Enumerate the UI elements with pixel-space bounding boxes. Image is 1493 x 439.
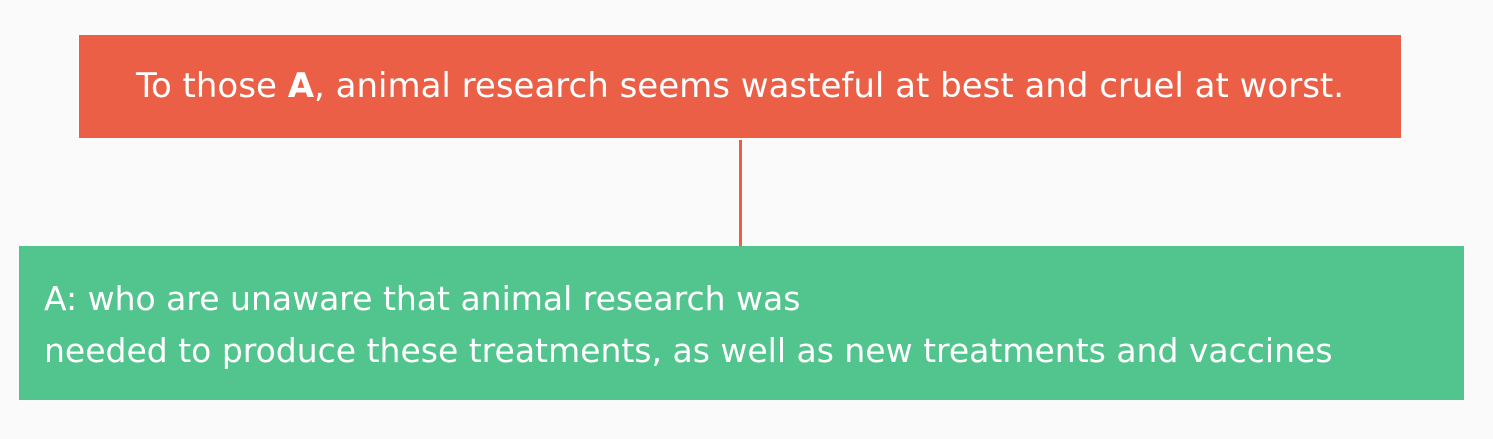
top-node: To those A, animal research seems wastef… (79, 35, 1401, 138)
connector-line (739, 140, 742, 246)
bottom-node-line-2: needed to produce these treatments, as w… (44, 331, 1333, 370)
bottom-node-line-1: A: who are unaware that animal research … (44, 279, 801, 318)
top-node-text: To those A, animal research seems wastef… (136, 66, 1344, 107)
top-node-suffix: , animal research seems wasteful at best… (314, 66, 1345, 107)
top-node-placeholder: A (287, 66, 315, 107)
bottom-node: A: who are unaware that animal research … (19, 246, 1464, 400)
top-node-prefix: To those (135, 66, 288, 107)
